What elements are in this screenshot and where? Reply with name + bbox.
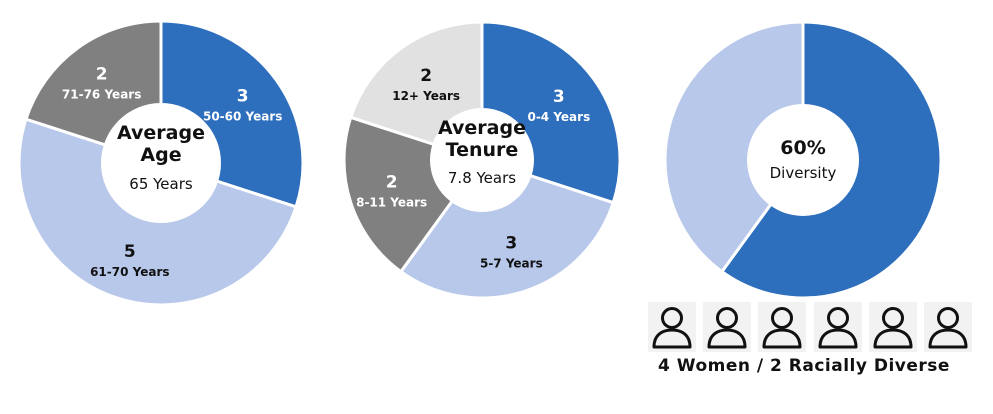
slice-value-2-1: 3 xyxy=(553,87,565,107)
person-icon xyxy=(648,302,696,352)
person-icon xyxy=(924,302,972,352)
slice-label-2-3: 8-11 Years xyxy=(356,195,427,209)
donut-hole-2 xyxy=(430,108,534,212)
slice-value-1-1: 3 xyxy=(237,87,249,107)
slice-value-2-2: 3 xyxy=(505,233,517,253)
diversity-caption: 4 Women / 2 Racially Diverse xyxy=(658,356,950,376)
person-icon xyxy=(703,302,752,352)
person-icon xyxy=(758,302,807,352)
slice-label-1-1: 50-60 Years xyxy=(203,110,282,124)
slice-label-1-2: 61-70 Years xyxy=(90,265,169,279)
slice-value-1-2: 5 xyxy=(124,242,136,262)
center-title-1-1: Average xyxy=(117,122,205,144)
slice-value-2-4: 2 xyxy=(420,66,432,86)
donut-chart-3: 60% Diversity xyxy=(663,20,943,300)
slice-3-2 xyxy=(663,20,805,274)
center-value-3: Diversity xyxy=(770,164,837,182)
people-icon-row xyxy=(648,302,972,352)
center-value-1: 65 Years xyxy=(129,175,193,193)
center-title-2-2: Tenure xyxy=(446,139,519,161)
slice-value-2-3: 2 xyxy=(386,172,398,192)
slice-label-1-3: 71-76 Years xyxy=(62,87,141,101)
slice-value-1-3: 2 xyxy=(96,64,108,84)
donut-hole-1 xyxy=(101,103,221,223)
slice-2-2 xyxy=(398,158,616,300)
center-title-2-1: Average xyxy=(438,117,526,139)
center-value-2: 7.8 Years xyxy=(448,169,516,187)
center-title-1-2: Age xyxy=(140,144,181,166)
person-icon xyxy=(813,302,862,352)
slice-label-2-2: 5-7 Years xyxy=(480,256,543,270)
person-icon xyxy=(868,302,917,352)
donut-chart-2: 3 0-4 Years 3 5-7 Years 2 8-11 Years 2 12+ Year… xyxy=(342,20,622,300)
slice-label-2-1: 0-4 Years xyxy=(527,110,590,124)
donut-hole-3 xyxy=(747,104,859,216)
donut-chart-1: 3 50-60 Years 5 61-70 Years 2 71-76 Years Aver… xyxy=(17,19,305,307)
slice-label-2-4: 12+ Years xyxy=(392,89,460,103)
center-title-3-1: 60% xyxy=(780,137,825,159)
